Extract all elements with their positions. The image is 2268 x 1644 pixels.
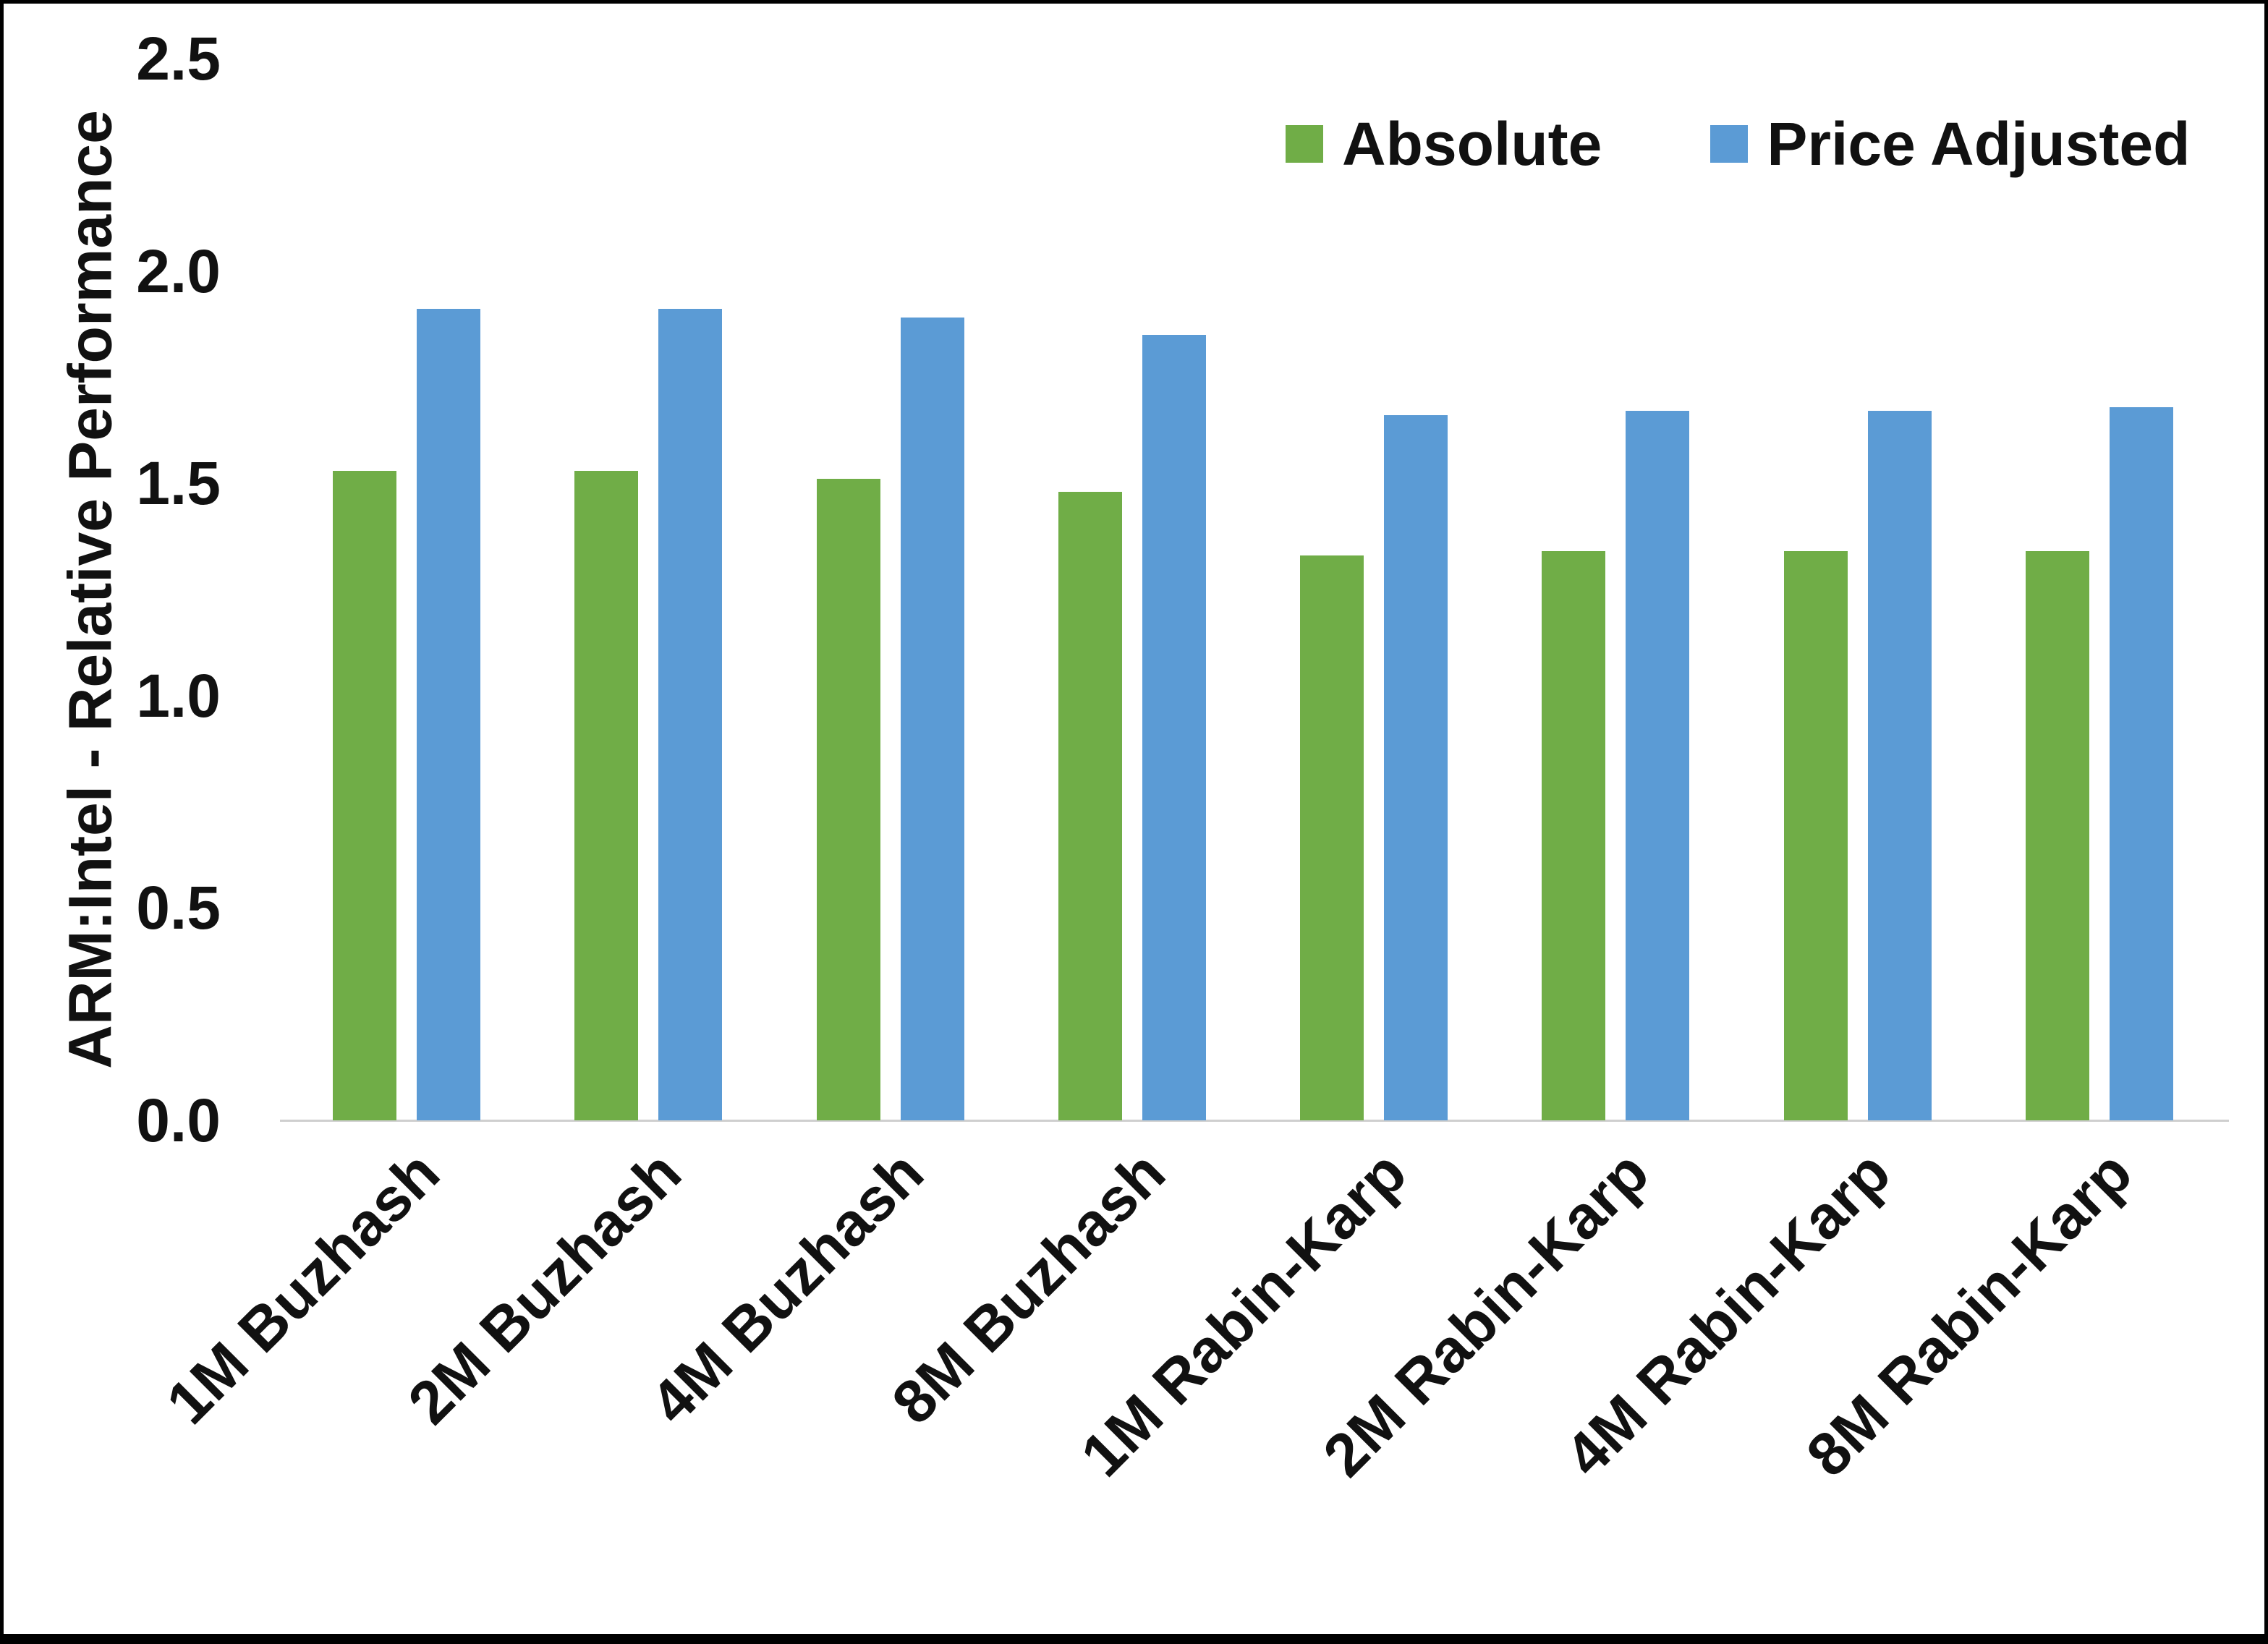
bar-absolute: [333, 470, 397, 1120]
bar-absolute: [816, 479, 880, 1120]
bar-price-adjusted: [1867, 411, 1932, 1120]
bar-price-adjusted: [658, 309, 723, 1120]
y-tick-label: 2.0: [136, 237, 221, 305]
legend-item-price-adjusted: Price Adjusted: [1710, 114, 2190, 174]
bar-price-adjusted: [2109, 406, 2173, 1120]
y-tick-label: 0.5: [136, 874, 221, 942]
bar-absolute: [1300, 555, 1364, 1120]
y-tick-label: 1.5: [136, 449, 221, 518]
legend-item-absolute: Absolute: [1286, 114, 1602, 174]
bar-price-adjusted: [900, 318, 964, 1120]
x-axis-line: [280, 1120, 2229, 1122]
y-tick-label: 0.0: [136, 1086, 221, 1154]
legend-swatch-price-adjusted: [1710, 125, 1749, 163]
bar-absolute: [1542, 551, 1606, 1120]
bar-absolute: [574, 470, 639, 1120]
bar-absolute: [1783, 551, 1848, 1120]
legend-swatch-absolute: [1286, 125, 1323, 163]
bar-price-adjusted: [1626, 411, 1690, 1120]
bar-absolute: [1058, 491, 1122, 1120]
bar-price-adjusted: [417, 309, 481, 1120]
legend: Absolute Price Adjusted: [1286, 114, 2190, 174]
y-tick-label: 1.0: [136, 661, 221, 730]
y-tick-label: 2.5: [136, 25, 221, 93]
bar-absolute: [2025, 551, 2089, 1120]
bar-price-adjusted: [1142, 334, 1206, 1120]
legend-label-price-adjusted: Price Adjusted: [1767, 110, 2191, 178]
legend-label-absolute: Absolute: [1342, 110, 1602, 178]
bar-price-adjusted: [1384, 415, 1448, 1120]
plot-area: [280, 59, 2229, 1122]
